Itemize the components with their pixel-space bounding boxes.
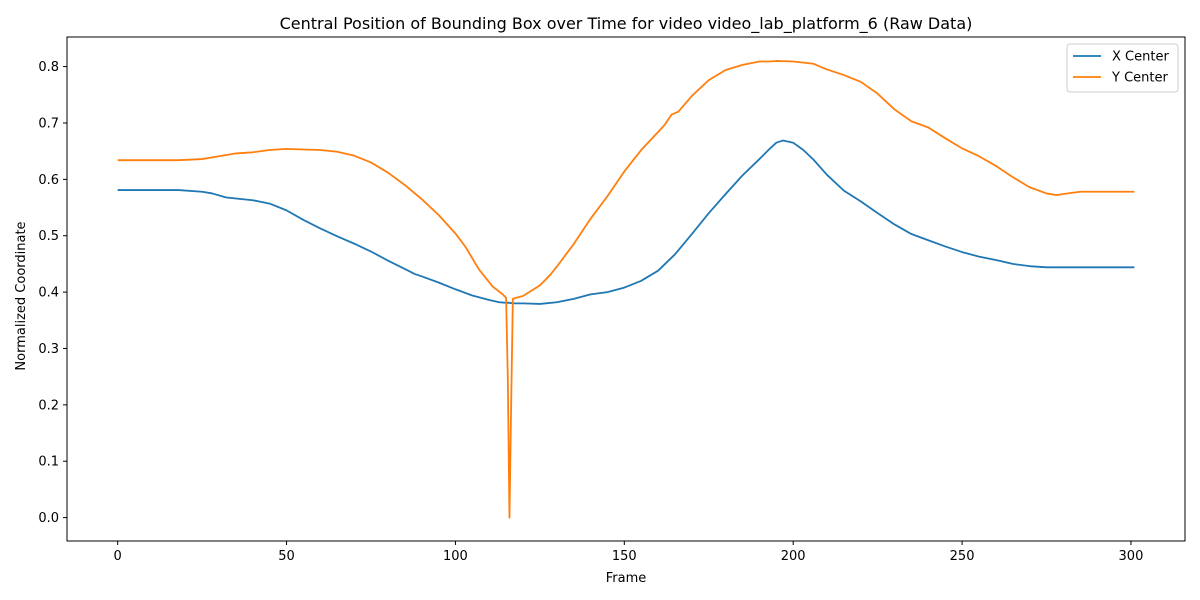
y-tick-label: 0.3 xyxy=(38,342,59,357)
plot-frame xyxy=(66,36,1186,542)
x-axis-label: Frame xyxy=(606,571,647,586)
y-axis-ticks: 0.0 0.1 0.2 0.3 0.4 0.5 0.6 0.7 0.8 xyxy=(38,60,67,526)
x-tick-label: 250 xyxy=(950,549,975,564)
y-axis-label: Normalized Coordinate xyxy=(14,221,29,370)
chart-title: Central Position of Bounding Box over Ti… xyxy=(280,14,973,34)
x-tick-label: 50 xyxy=(278,549,295,564)
y-tick-label: 0.4 xyxy=(38,286,59,301)
y-tick-label: 0.0 xyxy=(38,511,59,526)
y-tick-label: 0.2 xyxy=(38,398,59,413)
series-layer xyxy=(117,60,1135,519)
series-line-x-center xyxy=(117,139,1135,305)
y-tick-label: 0.7 xyxy=(38,116,59,131)
x-axis-ticks: 0 50 100 150 200 250 300 xyxy=(114,541,1144,564)
legend: X Center Y Center xyxy=(1066,43,1179,93)
series-line-y-center xyxy=(117,60,1135,519)
legend-label: Y Center xyxy=(1111,71,1168,86)
legend-label: X Center xyxy=(1112,50,1169,65)
x-tick-label: 150 xyxy=(612,549,637,564)
x-tick-label: 100 xyxy=(443,549,468,564)
y-tick-label: 0.5 xyxy=(38,229,59,244)
x-tick-label: 300 xyxy=(1119,549,1144,564)
y-tick-label: 0.1 xyxy=(38,455,59,470)
y-tick-label: 0.6 xyxy=(38,173,59,188)
x-tick-label: 0 xyxy=(114,549,122,564)
y-tick-label: 0.8 xyxy=(38,60,59,75)
x-tick-label: 200 xyxy=(781,549,806,564)
